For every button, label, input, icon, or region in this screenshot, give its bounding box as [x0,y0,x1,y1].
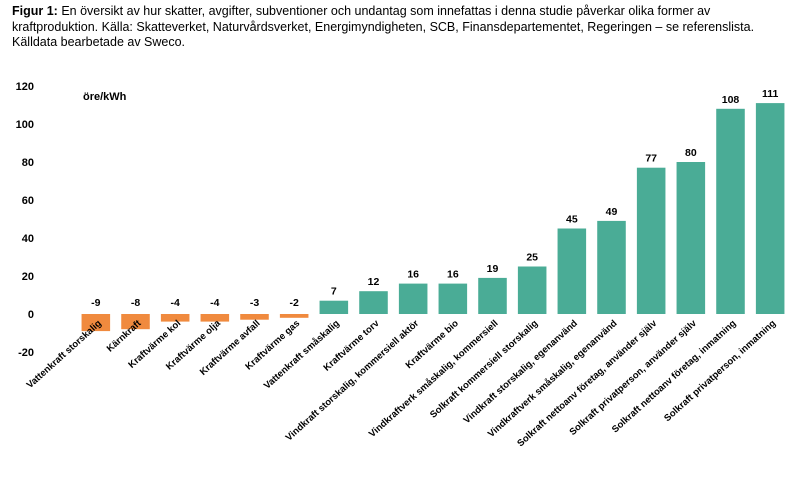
data-label: 108 [722,94,740,106]
category-label: Solkraft nettoanv företag, använder själ… [515,318,659,450]
y-tick-label: 20 [22,271,34,283]
y-tick-label: 80 [22,157,34,169]
bar [359,291,388,314]
figure-caption-text: En översikt av hur skatter, avgifter, su… [12,4,755,49]
bar [676,162,706,314]
y-tick-label: -20 [18,347,34,359]
data-label: 45 [566,214,578,226]
data-label: 19 [487,263,499,275]
y-tick-label: 120 [16,81,34,93]
data-label: -8 [131,297,140,309]
y-tick-label: 40 [22,233,34,245]
data-label: 12 [368,276,380,288]
data-labels: -9 -8 -4 -4 -3 -2 7 12 16 16 19 25 45 49 77 80 108 111 [91,88,778,309]
bar [517,266,547,314]
bar [81,314,111,332]
data-label: 16 [447,269,459,281]
category-label: Vattenkraft småskalig [262,318,342,392]
figure-caption: Figur 1: En översikt av hur skatter, avg… [12,4,792,51]
y-tick-label: 0 [28,309,34,321]
bar [478,277,507,314]
bar [240,314,269,320]
bar [160,314,190,322]
data-label: -9 [91,297,100,309]
data-label: 80 [685,147,697,159]
bar [121,314,150,330]
bar [319,300,349,314]
bar [716,108,745,314]
data-label: -4 [210,297,219,309]
y-axis: 120 100 80 60 40 20 0 -20 [16,81,34,359]
data-label: 111 [762,88,779,100]
bars [81,103,785,332]
bar [279,314,309,318]
bar [755,103,785,314]
data-label: 77 [645,153,657,165]
data-label: -3 [250,297,259,309]
category-labels: Vattenkraft storskalig KärnkraftKraftvärm… [25,318,779,450]
y-tick-label: 100 [16,119,34,131]
bar [398,283,428,314]
y-axis-unit-label: öre/kWh [83,91,127,103]
data-label: -4 [170,297,179,309]
bar [200,314,230,322]
bar [438,283,468,314]
data-label: 16 [407,269,419,281]
y-tick-label: 60 [22,195,34,207]
bar [636,167,666,314]
data-label: 7 [331,286,337,298]
data-label: 49 [606,206,618,218]
data-label: 25 [526,252,538,264]
bar [557,228,587,314]
figure-label: Figur 1: [12,4,58,18]
bar [597,220,626,314]
data-label: -2 [289,297,298,309]
category-label: Vattenkraft storskalig [25,318,104,391]
